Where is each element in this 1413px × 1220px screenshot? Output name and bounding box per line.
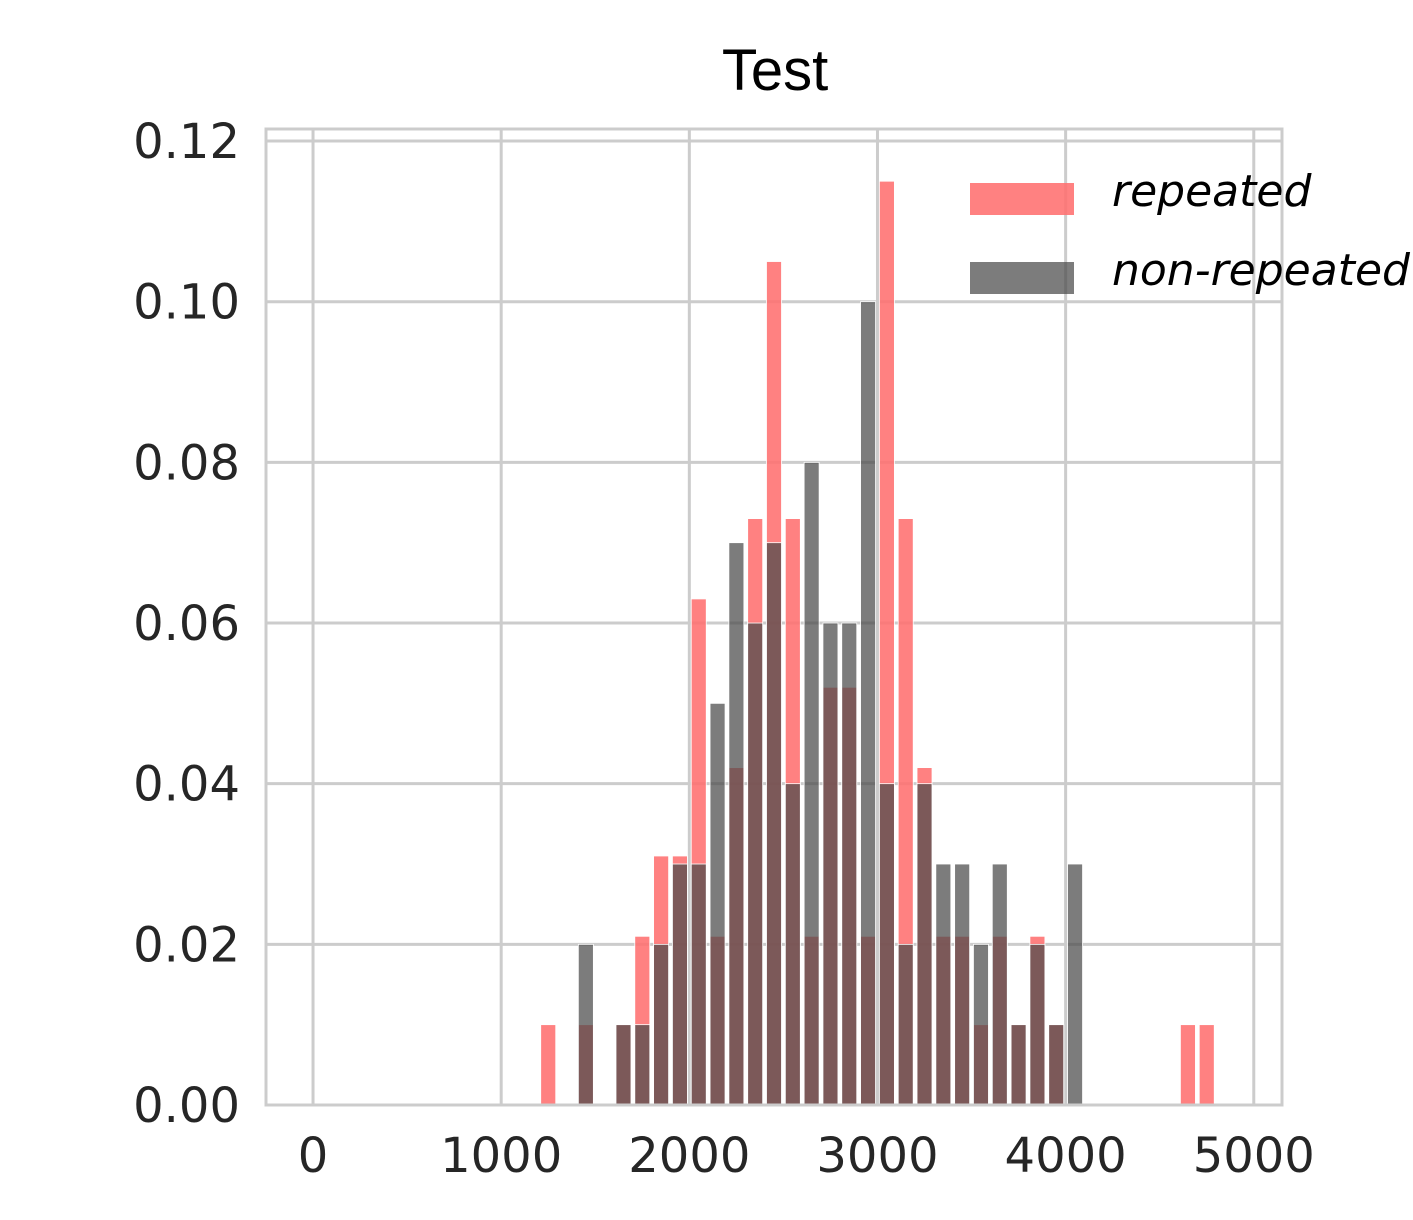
y-tick-label: 0.12 <box>133 114 240 170</box>
bar-non-repeated-2750 <box>822 622 839 1106</box>
legend: repeated non-repeated <box>970 166 1411 296</box>
y-tick-label: 0.10 <box>133 275 240 331</box>
bar-non-repeated-1450 <box>577 943 594 1106</box>
bar-non-repeated-2150 <box>709 702 726 1106</box>
bars-layer <box>540 180 1215 1106</box>
bar-non-repeated-3850 <box>1029 943 1046 1106</box>
x-tick-label: 4000 <box>1005 1128 1127 1184</box>
bar-repeated-4650 <box>1180 1024 1196 1106</box>
bar-non-repeated-2650 <box>803 461 820 1106</box>
y-tick-label: 0.08 <box>133 435 240 491</box>
x-tick-label: 0 <box>298 1128 329 1184</box>
bar-non-repeated-1950 <box>672 863 688 1106</box>
bar-non-repeated-3950 <box>1048 1024 1065 1106</box>
bar-non-repeated-2850 <box>841 622 858 1106</box>
bar-non-repeated-1650 <box>615 1024 632 1106</box>
bar-repeated-4750 <box>1198 1024 1215 1106</box>
bar-non-repeated-2250 <box>728 542 745 1106</box>
grid-layer <box>266 129 1282 1107</box>
series-non-repeated <box>577 301 1083 1106</box>
bar-non-repeated-2050 <box>690 863 707 1106</box>
bar-non-repeated-1850 <box>653 943 670 1106</box>
bar-non-repeated-2450 <box>766 542 782 1106</box>
bar-non-repeated-3150 <box>897 943 914 1106</box>
bar-non-repeated-2950 <box>860 301 876 1106</box>
bar-non-repeated-3350 <box>935 863 952 1106</box>
x-tick-label: 2000 <box>628 1128 750 1184</box>
bar-non-repeated-3250 <box>916 783 933 1106</box>
legend-label-repeated: repeated <box>1112 166 1312 217</box>
bar-non-repeated-3550 <box>973 943 989 1106</box>
bar-non-repeated-3450 <box>954 863 971 1106</box>
legend-label-non-repeated: non-repeated <box>1112 245 1411 296</box>
bar-non-repeated-2350 <box>747 622 764 1106</box>
x-tick-label: 3000 <box>816 1128 938 1184</box>
bar-non-repeated-3050 <box>878 783 895 1106</box>
y-tick-label: 0.06 <box>133 596 240 652</box>
legend-swatch-repeated <box>970 183 1074 215</box>
y-tick-label: 0.00 <box>133 1078 240 1134</box>
bar-non-repeated-3650 <box>991 863 1008 1106</box>
chart-title: Test <box>722 38 828 103</box>
bar-non-repeated-2550 <box>784 783 801 1106</box>
x-tick-labels: 0 1000 2000 3000 4000 5000 <box>298 1128 1315 1184</box>
y-tick-labels: 0.00 0.02 0.04 0.06 0.08 0.10 0.12 <box>133 114 240 1134</box>
bar-non-repeated-3750 <box>1010 1024 1027 1106</box>
y-tick-label: 0.04 <box>133 757 240 813</box>
x-tick-label: 1000 <box>440 1128 562 1184</box>
plot-frame <box>264 127 1284 1107</box>
bar-repeated-1250 <box>540 1024 557 1106</box>
legend-swatch-non-repeated <box>970 262 1074 294</box>
y-tick-label: 0.02 <box>133 917 240 973</box>
bar-non-repeated-1750 <box>634 1024 651 1106</box>
bar-non-repeated-4050 <box>1067 863 1083 1106</box>
x-tick-label: 5000 <box>1193 1128 1315 1184</box>
